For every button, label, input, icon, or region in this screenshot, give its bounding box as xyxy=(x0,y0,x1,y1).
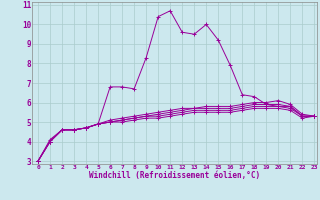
X-axis label: Windchill (Refroidissement éolien,°C): Windchill (Refroidissement éolien,°C) xyxy=(89,171,260,180)
